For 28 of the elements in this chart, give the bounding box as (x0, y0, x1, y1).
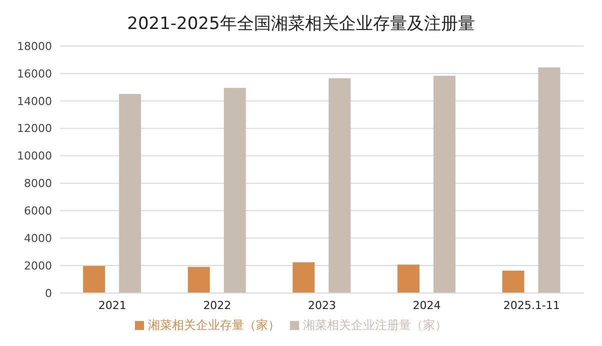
y-tick-label: 10000 (17, 150, 52, 163)
x-tick-label: 2022 (203, 298, 232, 312)
bar (83, 266, 106, 293)
bar (538, 67, 560, 293)
y-tick-label: 8000 (24, 177, 52, 190)
bar (188, 266, 210, 293)
bar (433, 76, 456, 293)
y-tick-label: 18000 (17, 40, 52, 53)
y-tick-label: 16000 (17, 67, 52, 80)
x-tick-label: 2021 (98, 298, 126, 312)
legend-label: 湘菜相关企业注册量（家） (303, 318, 447, 332)
bar (502, 270, 524, 293)
bar (224, 88, 246, 293)
bar (397, 264, 420, 293)
x-tick-label: 2025.1-11 (503, 298, 560, 312)
x-tick-label: 2024 (412, 298, 441, 312)
bar (328, 78, 351, 293)
y-tick-label: 0 (45, 286, 52, 300)
x-tick-label: 2023 (308, 298, 336, 312)
bar (292, 262, 315, 293)
legend-label: 湘菜相关企业存量（家） (148, 318, 280, 332)
y-tick-label: 14000 (17, 94, 52, 108)
y-tick-label: 12000 (17, 122, 52, 136)
chart-title: 2021-2025年全国湘菜相关企业存量及注册量 (126, 13, 476, 36)
y-tick-label: 2000 (24, 259, 52, 272)
y-tick-label: 6000 (24, 204, 52, 218)
y-tick-label: 4000 (24, 232, 52, 246)
bar (119, 94, 142, 293)
